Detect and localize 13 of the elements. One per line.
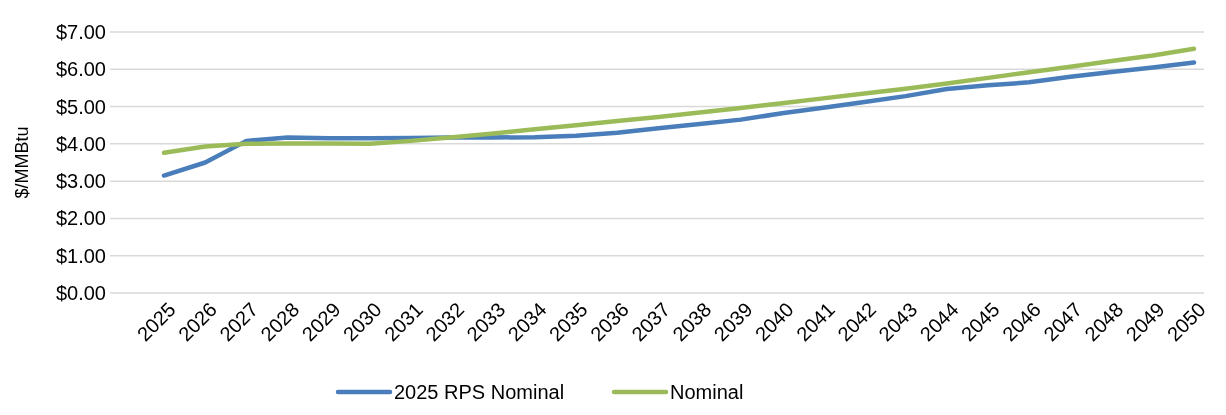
legend-label: 2025 RPS Nominal	[394, 381, 565, 403]
y-tick-label: $0.00	[55, 282, 106, 304]
y-tick-label: $4.00	[55, 132, 106, 155]
line-series	[161, 46, 1197, 156]
line-series	[161, 60, 1197, 178]
y-tick-label: $3.00	[55, 170, 106, 193]
y-tick-label: $5.00	[55, 95, 106, 118]
y-tick-label: $1.00	[55, 244, 106, 267]
y-axis-title: $/MMBtu	[12, 126, 32, 199]
y-tick-label: $7.00	[55, 21, 106, 43]
legend-label: Nominal	[670, 381, 744, 403]
y-tick-label: $2.00	[55, 207, 106, 230]
y-tick-label: $6.00	[55, 58, 106, 81]
